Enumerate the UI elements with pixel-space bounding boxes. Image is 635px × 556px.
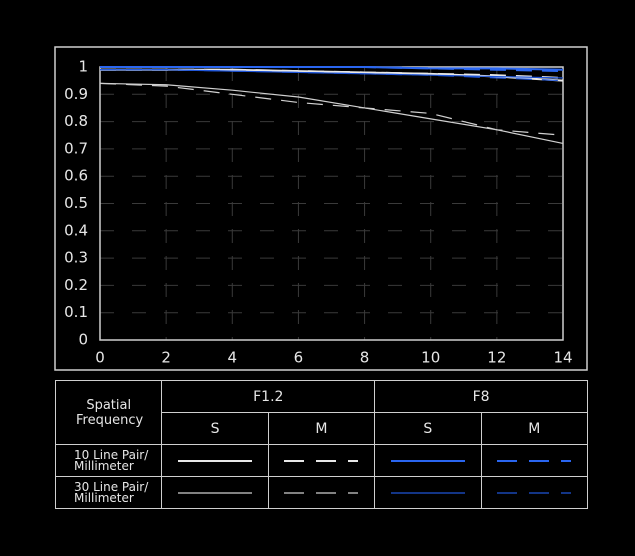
legend-subgroup: S xyxy=(374,412,482,445)
y-tick-label: 0.4 xyxy=(64,221,88,239)
x-tick-label: 10 xyxy=(421,349,440,367)
legend-swatch xyxy=(284,459,359,462)
legend-subgroup: M xyxy=(480,412,589,445)
series-line xyxy=(99,82,564,145)
y-tick-label: 0.1 xyxy=(64,303,88,321)
legend-swatch xyxy=(390,491,465,494)
legend-row-label: 10 Line Pair/ Millimeter xyxy=(54,444,163,477)
legend-swatch xyxy=(497,491,572,494)
series-line xyxy=(100,66,564,71)
y-tick-label: 0.9 xyxy=(64,85,88,103)
legend-cell xyxy=(161,476,269,509)
legend-swatch xyxy=(178,491,253,494)
y-tick-label: 1 xyxy=(78,58,88,76)
y-tick-label: 0.3 xyxy=(64,249,88,267)
x-tick-label: 6 xyxy=(294,349,304,367)
x-tick-label: 14 xyxy=(553,349,572,367)
y-tick-label: 0.7 xyxy=(64,139,88,157)
legend-subgroup: S xyxy=(161,412,269,445)
x-tick-label: 0 xyxy=(95,349,105,367)
legend-cell xyxy=(374,476,482,509)
x-tick-label: 12 xyxy=(487,349,506,367)
legend-header: Spatial Frequency xyxy=(54,380,163,445)
y-tick-label: 0.8 xyxy=(64,112,88,130)
legend-cell xyxy=(267,444,376,477)
legend-cell xyxy=(480,476,589,509)
legend-group: F8 xyxy=(374,380,588,413)
legend-swatch xyxy=(178,459,253,462)
legend-row-label: 30 Line Pair/ Millimeter xyxy=(54,476,163,509)
legend-table: Spatial Frequency F1.2 F8 S M S M 10 Lin… xyxy=(54,380,589,509)
legend-subgroup: M xyxy=(267,412,376,445)
legend-cell xyxy=(267,476,376,509)
legend-cell xyxy=(480,444,589,477)
y-tick-label: 0.2 xyxy=(64,276,88,294)
legend-group: F1.2 xyxy=(161,380,376,413)
legend-cell xyxy=(161,444,269,477)
series-line xyxy=(99,82,564,136)
y-tick-label: 0.5 xyxy=(64,194,88,212)
legend-swatch xyxy=(284,491,359,494)
chart-frame xyxy=(54,46,588,371)
x-tick-label: 4 xyxy=(228,349,238,367)
legend-cell xyxy=(374,444,482,477)
series-line xyxy=(100,69,564,79)
legend-swatch xyxy=(390,459,465,462)
x-tick-label: 2 xyxy=(161,349,171,367)
chart: 00.10.20.30.40.50.60.70.80.910 2 4 6 8 10 12 14 xyxy=(54,46,588,371)
x-tick-label: 8 xyxy=(360,349,370,367)
y-tick-label: 0 xyxy=(78,331,88,349)
y-tick-label: 0.6 xyxy=(64,167,88,185)
legend-swatch xyxy=(497,459,572,462)
